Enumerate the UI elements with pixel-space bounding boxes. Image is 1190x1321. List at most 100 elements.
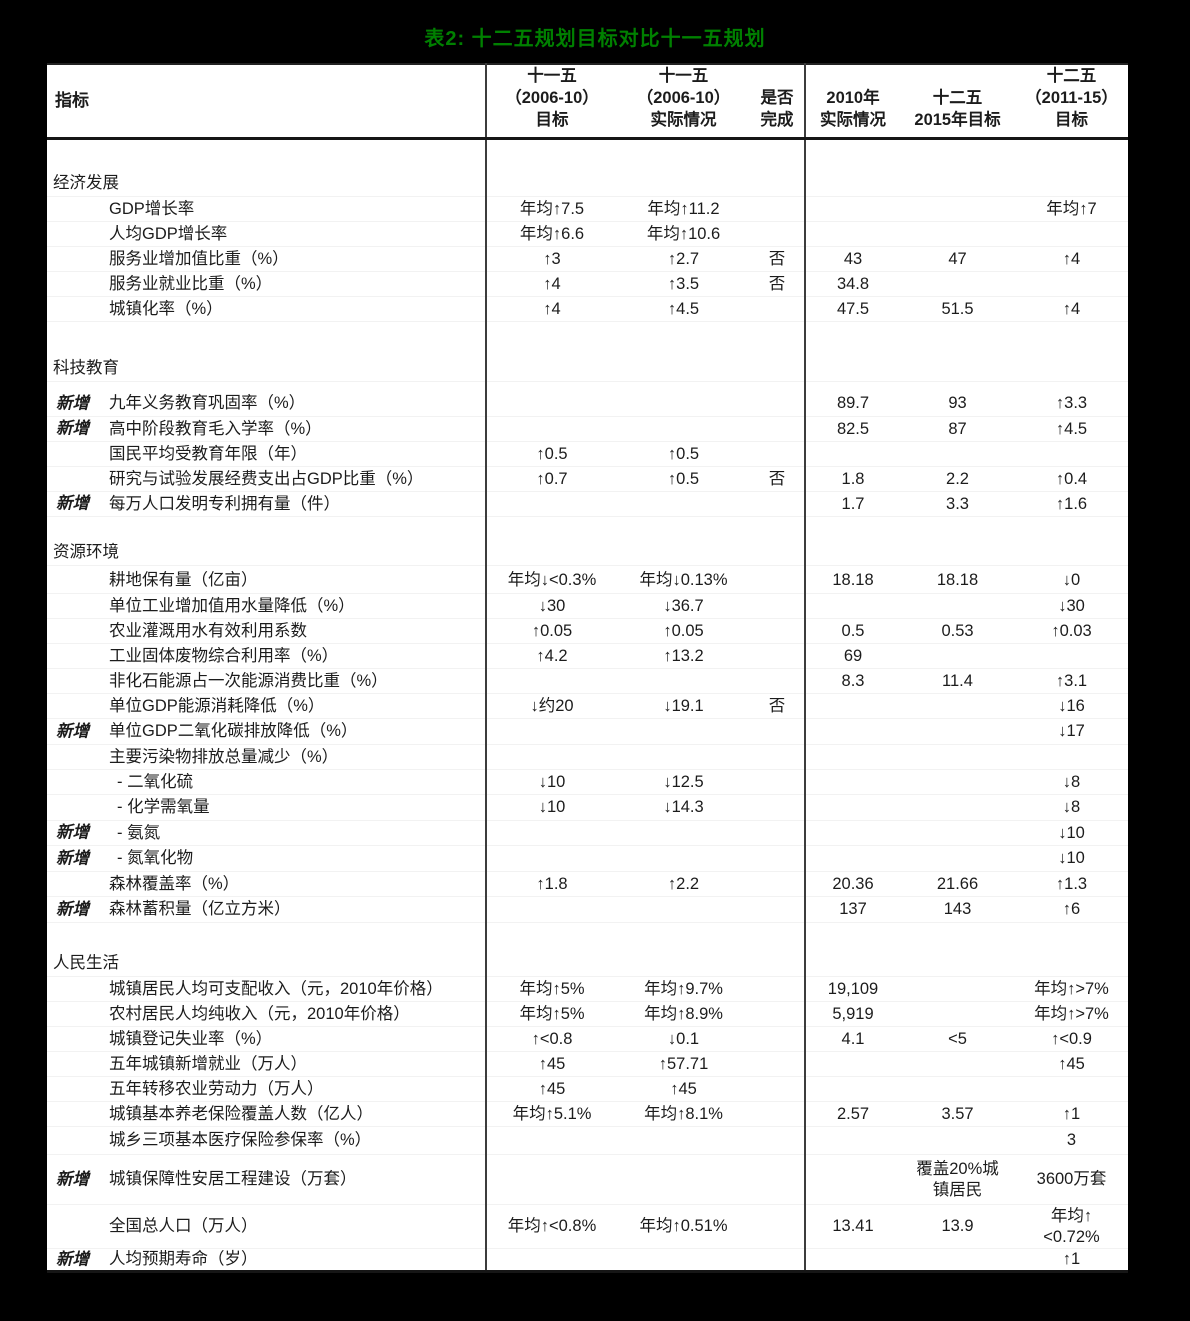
table-row: 新增 - 氨氮 ↓10 (47, 820, 1128, 846)
value-cell: ↓0.1 (617, 1026, 750, 1052)
value-cell (617, 820, 750, 846)
value-cell: 年均↓0.13% (617, 568, 750, 594)
value-cell (486, 391, 617, 417)
col-header-target-11th: 十一五 （2006-10） 目标 (486, 64, 617, 140)
value-cell (750, 668, 806, 694)
section-title: 经济发展 (47, 171, 487, 197)
table-row: 耕地保有量（亿亩） 年均↓<0.3% 年均↓0.13% 18.18 18.18 ↓0 (47, 568, 1128, 594)
value-cell (750, 196, 806, 222)
value-cell (617, 1154, 750, 1205)
indicator-text: 工业固体废物综合利用率（%） (109, 646, 339, 665)
value-cell: ↑0.05 (486, 618, 617, 644)
value-cell (617, 668, 750, 694)
col-header-actual-2010: 2010年 实际情况 (805, 64, 900, 140)
indicator-label: 城镇居民人均可支配收入（元，2010年价格） (47, 976, 487, 1002)
value-cell (1015, 1076, 1128, 1102)
value-cell: ↑4.5 (1015, 416, 1128, 442)
value-cell (1015, 643, 1128, 669)
value-cell (750, 845, 806, 872)
table-row: 五年城镇新增就业（万人） ↑45 ↑57.71 ↑45 (47, 1051, 1128, 1077)
table-row: 森林覆盖率（%） ↑1.8 ↑2.2 20.36 21.66 ↑1.3 (47, 871, 1128, 897)
indicator-text: 每万人口发明专利拥有量（件） (109, 494, 340, 513)
value-cell (805, 794, 900, 821)
value-cell: ↓14.3 (617, 794, 750, 821)
value-cell (805, 1248, 900, 1272)
value-cell: ↑45 (617, 1076, 750, 1102)
table-body: 经济发展 GDP增长率 年均↑7.5 年均↑11.2 年均↑7 人均GDP增长率 年均↑6.… (47, 138, 1128, 1272)
indicator-label: 全国总人口（万人） (47, 1204, 487, 1249)
value-cell: ↓12.5 (617, 769, 750, 795)
indicator-text: 城镇化率（%） (109, 299, 223, 318)
value-cell (617, 382, 750, 392)
value-cell (750, 381, 806, 392)
value-cell (750, 871, 806, 897)
value-cell: 1.8 (805, 466, 900, 492)
section-row: 人民生活 (47, 951, 1128, 977)
value-cell (805, 1076, 900, 1102)
value-cell (617, 718, 750, 745)
value-cell (486, 820, 617, 846)
value-cell (750, 568, 806, 594)
value-cell (1015, 356, 1128, 382)
new-item-tag: 新增 (56, 849, 89, 867)
value-cell (900, 1248, 1015, 1272)
indicator-text: 城镇登记失业率（%） (109, 1029, 273, 1048)
indicator-text: 主要污染物排放总量减少（%） (109, 747, 339, 766)
value-cell (805, 382, 900, 392)
value-cell: 3600万套 (1015, 1154, 1128, 1205)
value-cell (750, 1076, 806, 1102)
value-cell: 3 (1015, 1126, 1128, 1155)
value-cell: ↑45 (486, 1051, 617, 1077)
value-cell: 87 (900, 416, 1015, 442)
value-cell: ↑13.2 (617, 643, 750, 669)
section-row: 资源环境 (47, 540, 1128, 566)
value-cell: ↓10 (486, 769, 617, 795)
indicator-label: 耕地保有量（亿亩） (47, 568, 487, 594)
value-cell (486, 540, 617, 566)
value-cell: 11.4 (900, 668, 1015, 694)
value-cell (1015, 517, 1128, 541)
value-cell: 89.7 (805, 391, 900, 417)
indicator-label: 五年转移农业劳动力（万人） (47, 1076, 487, 1102)
value-cell (805, 171, 900, 197)
value-cell: ↑4 (1015, 246, 1128, 272)
value-cell: 年均↑7.5 (486, 196, 617, 222)
indicator-text: 科技教育 (53, 359, 119, 378)
table-header: 指标 十一五 （2006-10） 目标 十一五 （2006-10） 实际情况 是… (47, 64, 1128, 140)
value-cell (750, 593, 806, 619)
value-cell: 年均↓<0.3% (486, 568, 617, 594)
value-cell (1015, 951, 1128, 977)
value-cell: 3.3 (900, 491, 1015, 517)
indicator-text: 农村居民人均纯收入（元，2010年价格） (109, 1004, 410, 1023)
value-cell: ↑4 (486, 296, 617, 322)
indicator-label: 单位工业增加值用水量降低（%） (47, 593, 487, 619)
value-cell: ↑1.8 (486, 871, 617, 897)
value-cell: ↑3.1 (1015, 668, 1128, 694)
value-cell: 18.18 (900, 568, 1015, 594)
value-cell (617, 923, 750, 952)
value-cell: ↑4 (486, 271, 617, 297)
value-cell (486, 744, 617, 770)
value-cell: ↑<0.8 (486, 1026, 617, 1052)
indicator-text: 人均预期寿命（岁） (109, 1250, 258, 1268)
indicator-text: 高中阶段教育毛入学率（%） (109, 419, 322, 438)
new-item-tag: 新增 (56, 1250, 89, 1268)
table-row: 新增 森林蓄积量（亿立方米） 137 143 ↑6 (47, 896, 1128, 923)
indicator-label: 服务业增加值比重（%） (47, 246, 487, 272)
value-cell: 18.18 (805, 568, 900, 594)
value-cell: 否 (750, 693, 806, 719)
value-cell (1015, 540, 1128, 566)
spacer-row (47, 138, 1128, 172)
value-cell: 69 (805, 643, 900, 669)
value-cell (750, 1101, 806, 1127)
value-cell (900, 540, 1015, 566)
value-cell (617, 951, 750, 977)
spacer-row (47, 565, 1128, 569)
value-cell (486, 356, 617, 382)
indicator-label: 人均GDP增长率 (47, 221, 487, 247)
value-cell (1015, 923, 1128, 952)
value-cell (1015, 382, 1128, 392)
indicator-text: 城镇居民人均可支配收入（元，2010年价格） (109, 979, 443, 998)
indicator-text: - 二氧化硫 (117, 772, 194, 791)
value-cell (617, 744, 750, 770)
